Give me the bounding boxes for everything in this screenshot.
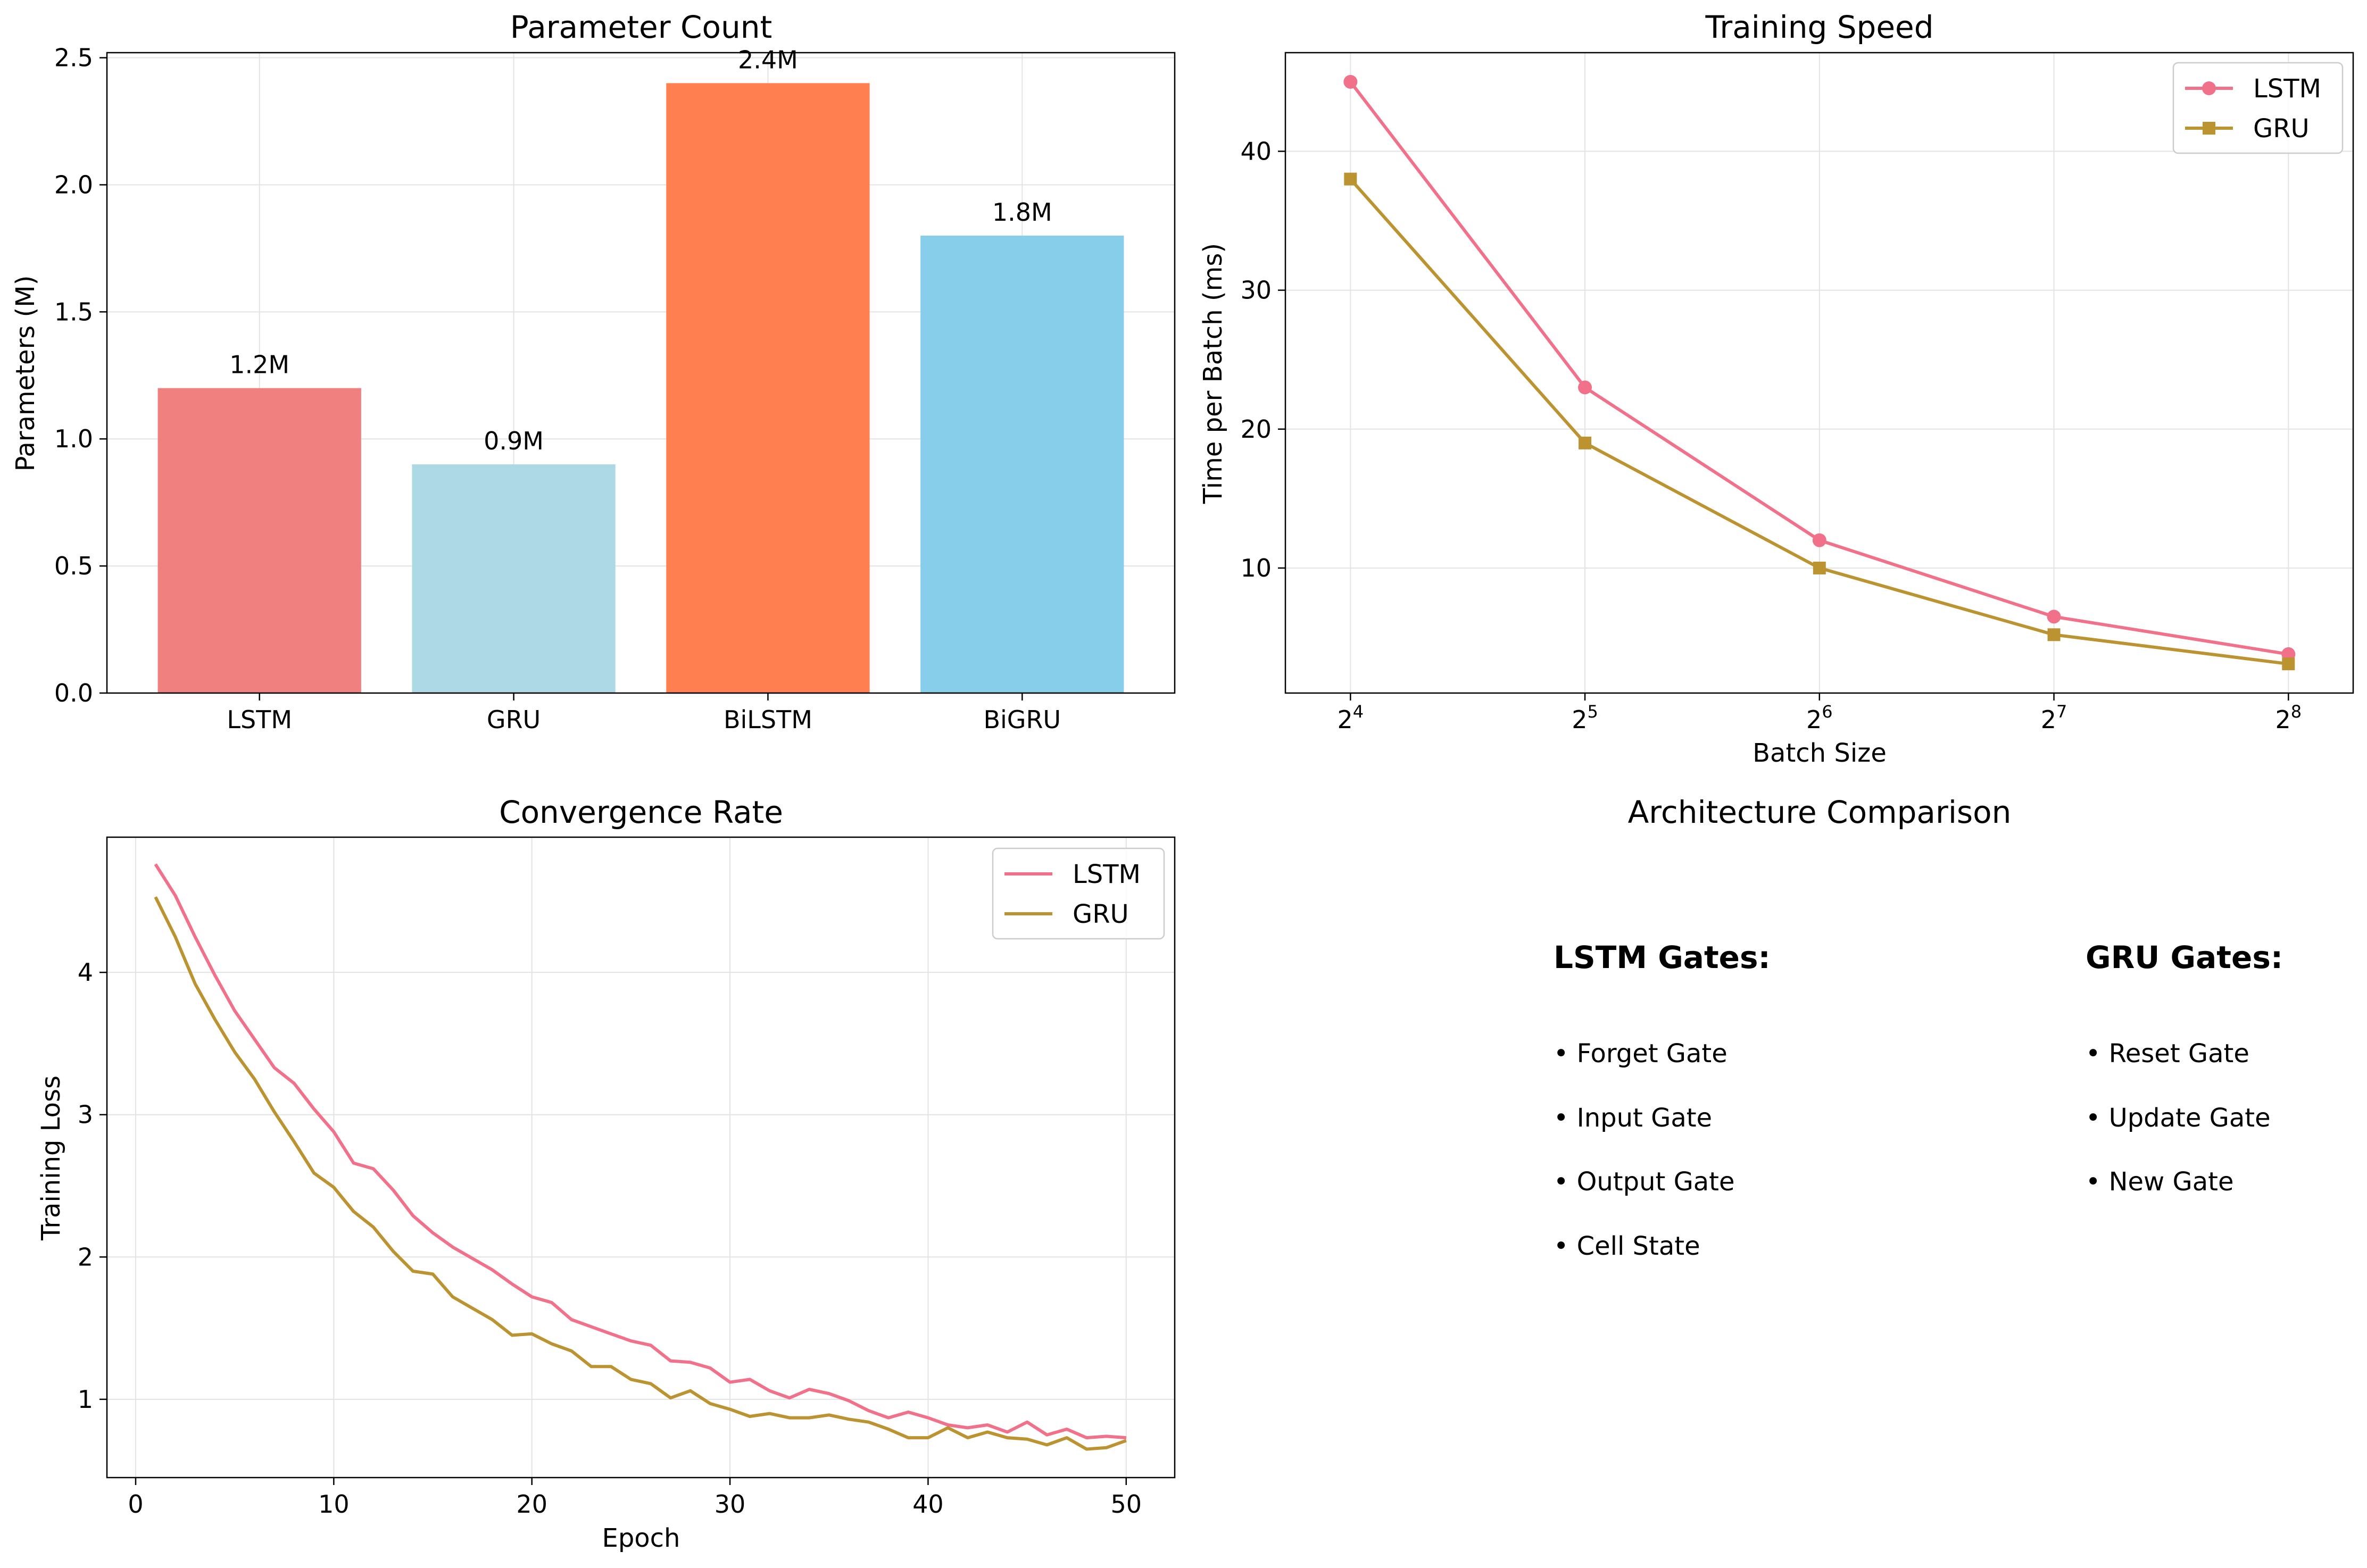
training-speed-y-axis-label: Time per Batch (ms) [1198, 243, 1228, 504]
x-tick-label: 10 [318, 1490, 350, 1519]
bar-value-label: 0.9M [484, 427, 544, 455]
y-tick-label: 4 [78, 958, 93, 987]
convergence-rate-y-ticks: 1 2 3 4 [78, 958, 107, 1414]
convergence-rate-x-axis-label: Epoch [602, 1523, 680, 1553]
data-point-gru [1344, 172, 1357, 186]
legend-box [992, 847, 1165, 940]
convergence-rate-lines [154, 863, 1127, 1451]
bar-value-label: 2.4M [738, 45, 798, 74]
gru-gate-item: • Update Gate [2086, 1103, 2271, 1133]
series-line-gru [154, 896, 1127, 1451]
training-speed-title: Training Speed [1705, 9, 1933, 45]
y-tick-label: 40 [1240, 137, 1272, 165]
training-speed-legend: LSTM GRU [2172, 62, 2344, 154]
x-tick-label: 0 [128, 1490, 143, 1519]
legend-label-lstm: LSTM [1073, 860, 1141, 889]
lstm-gate-item: • Cell State [1554, 1231, 1700, 1261]
convergence-rate-grid [107, 837, 1175, 1478]
parameter-count-x-ticks: LSTM GRU BiLSTM BiGRU [227, 693, 1061, 734]
y-tick-label: 2.0 [54, 170, 93, 199]
x-tick-label: 27 [2041, 702, 2067, 734]
convergence-rate-x-ticks: 0 10 20 30 40 50 [128, 1478, 1142, 1519]
x-tick-label: 25 [1572, 702, 1598, 734]
legend-marker-lstm [2202, 81, 2216, 95]
y-tick-label: 0.0 [54, 679, 93, 707]
y-tick-label: 0.5 [54, 552, 93, 580]
x-tick-label: 28 [2275, 702, 2302, 734]
training-speed-x-ticks: 24 25 26 27 28 [1338, 693, 2302, 734]
y-tick-label: 2.5 [54, 44, 93, 72]
legend-marker-gru [2203, 122, 2215, 135]
x-tick-label: 20 [516, 1490, 547, 1519]
data-point-gru [1579, 436, 1592, 449]
series-line-lstm [154, 863, 1127, 1440]
convergence-rate-axes-frame [106, 836, 1176, 1479]
y-tick-label: 1 [78, 1385, 93, 1414]
x-tick-label: GRU [487, 705, 541, 734]
data-point-lstm [1578, 380, 1592, 395]
convergence-rate-axes-frame [106, 836, 1176, 1479]
y-tick-label: 1.0 [54, 424, 93, 453]
legend-box [2172, 62, 2344, 154]
y-tick-label: 3 [78, 1100, 93, 1129]
architecture-comparison-title: Architecture Comparison [1628, 794, 2012, 830]
gru-gate-item: • New Gate [2086, 1167, 2233, 1197]
parameter-count-y-ticks: 0.0 0.5 1.0 1.5 2.0 2.5 [54, 44, 107, 707]
bar-bigru [920, 236, 1124, 693]
data-point-gru [1813, 561, 1826, 574]
parameter-count-chart: 0.0 0.5 1.0 1.5 2.0 2.5 LSTM GRU BiLSTM BiGRU 1.… [11, 9, 1176, 734]
training-speed-y-ticks: 10 20 30 40 [1240, 137, 1285, 582]
bar-value-label: 1.8M [992, 198, 1052, 227]
x-tick-label: 40 [912, 1490, 944, 1519]
y-tick-label: 30 [1240, 276, 1272, 305]
data-point-gru [2282, 657, 2295, 671]
gru-gates-heading: GRU Gates: [2086, 939, 2283, 975]
y-tick-label: 2 [78, 1242, 93, 1271]
convergence-rate-title: Convergence Rate [499, 794, 783, 830]
training-speed-chart: 10 20 30 40 24 25 26 27 28 Training Speed Batch… [1198, 9, 2354, 768]
parameter-count-bars [157, 83, 1124, 693]
data-point-lstm [1812, 533, 1826, 547]
parameter-count-axes-frame [106, 52, 1176, 694]
parameter-count-value-labels: 1.2M 0.9M 2.4M 1.8M [229, 45, 1052, 455]
parameter-count-title: Parameter Count [510, 9, 772, 45]
y-tick-label: 10 [1240, 554, 1272, 582]
x-tick-label: LSTM [227, 705, 292, 734]
lstm-gate-item: • Input Gate [1554, 1103, 1712, 1133]
lstm-gates-heading: LSTM Gates: [1554, 939, 1771, 975]
x-tick-label: 24 [1338, 702, 1364, 734]
data-point-gru [2047, 628, 2061, 641]
x-tick-label: BiGRU [983, 705, 1061, 734]
data-point-lstm [2047, 610, 2061, 624]
parameter-count-y-axis-label: Parameters (M) [11, 276, 40, 472]
bar-bilstm [666, 83, 870, 693]
data-point-lstm [1343, 74, 1358, 89]
legend-label-gru: GRU [2253, 114, 2310, 144]
lstm-gate-item: • Output Gate [1554, 1167, 1735, 1197]
lstm-gate-item: • Forget Gate [1554, 1039, 1728, 1069]
bar-lstm [157, 388, 361, 693]
architecture-comparison-panel: Architecture Comparison LSTM Gates: • Fo… [1554, 794, 2283, 1261]
training-speed-x-axis-label: Batch Size [1753, 738, 1887, 768]
y-tick-label: 20 [1240, 415, 1272, 444]
bar-gru [412, 464, 616, 693]
training-speed-lines [1343, 74, 2296, 671]
convergence-rate-legend: LSTM GRU [992, 847, 1165, 940]
gru-gate-item: • Reset Gate [2086, 1039, 2249, 1069]
bar-value-label: 1.2M [229, 351, 289, 379]
parameter-count-axes-frame [106, 52, 1176, 694]
x-tick-label: 50 [1110, 1490, 1142, 1519]
x-tick-label: 26 [1806, 702, 1833, 734]
x-tick-label: 30 [715, 1490, 746, 1519]
convergence-rate-y-axis-label: Training Loss [36, 1075, 66, 1241]
y-tick-label: 1.5 [54, 297, 93, 326]
x-tick-label: BiLSTM [724, 705, 812, 734]
legend-label-lstm: LSTM [2253, 74, 2321, 104]
legend-label-gru: GRU [1073, 899, 1129, 929]
